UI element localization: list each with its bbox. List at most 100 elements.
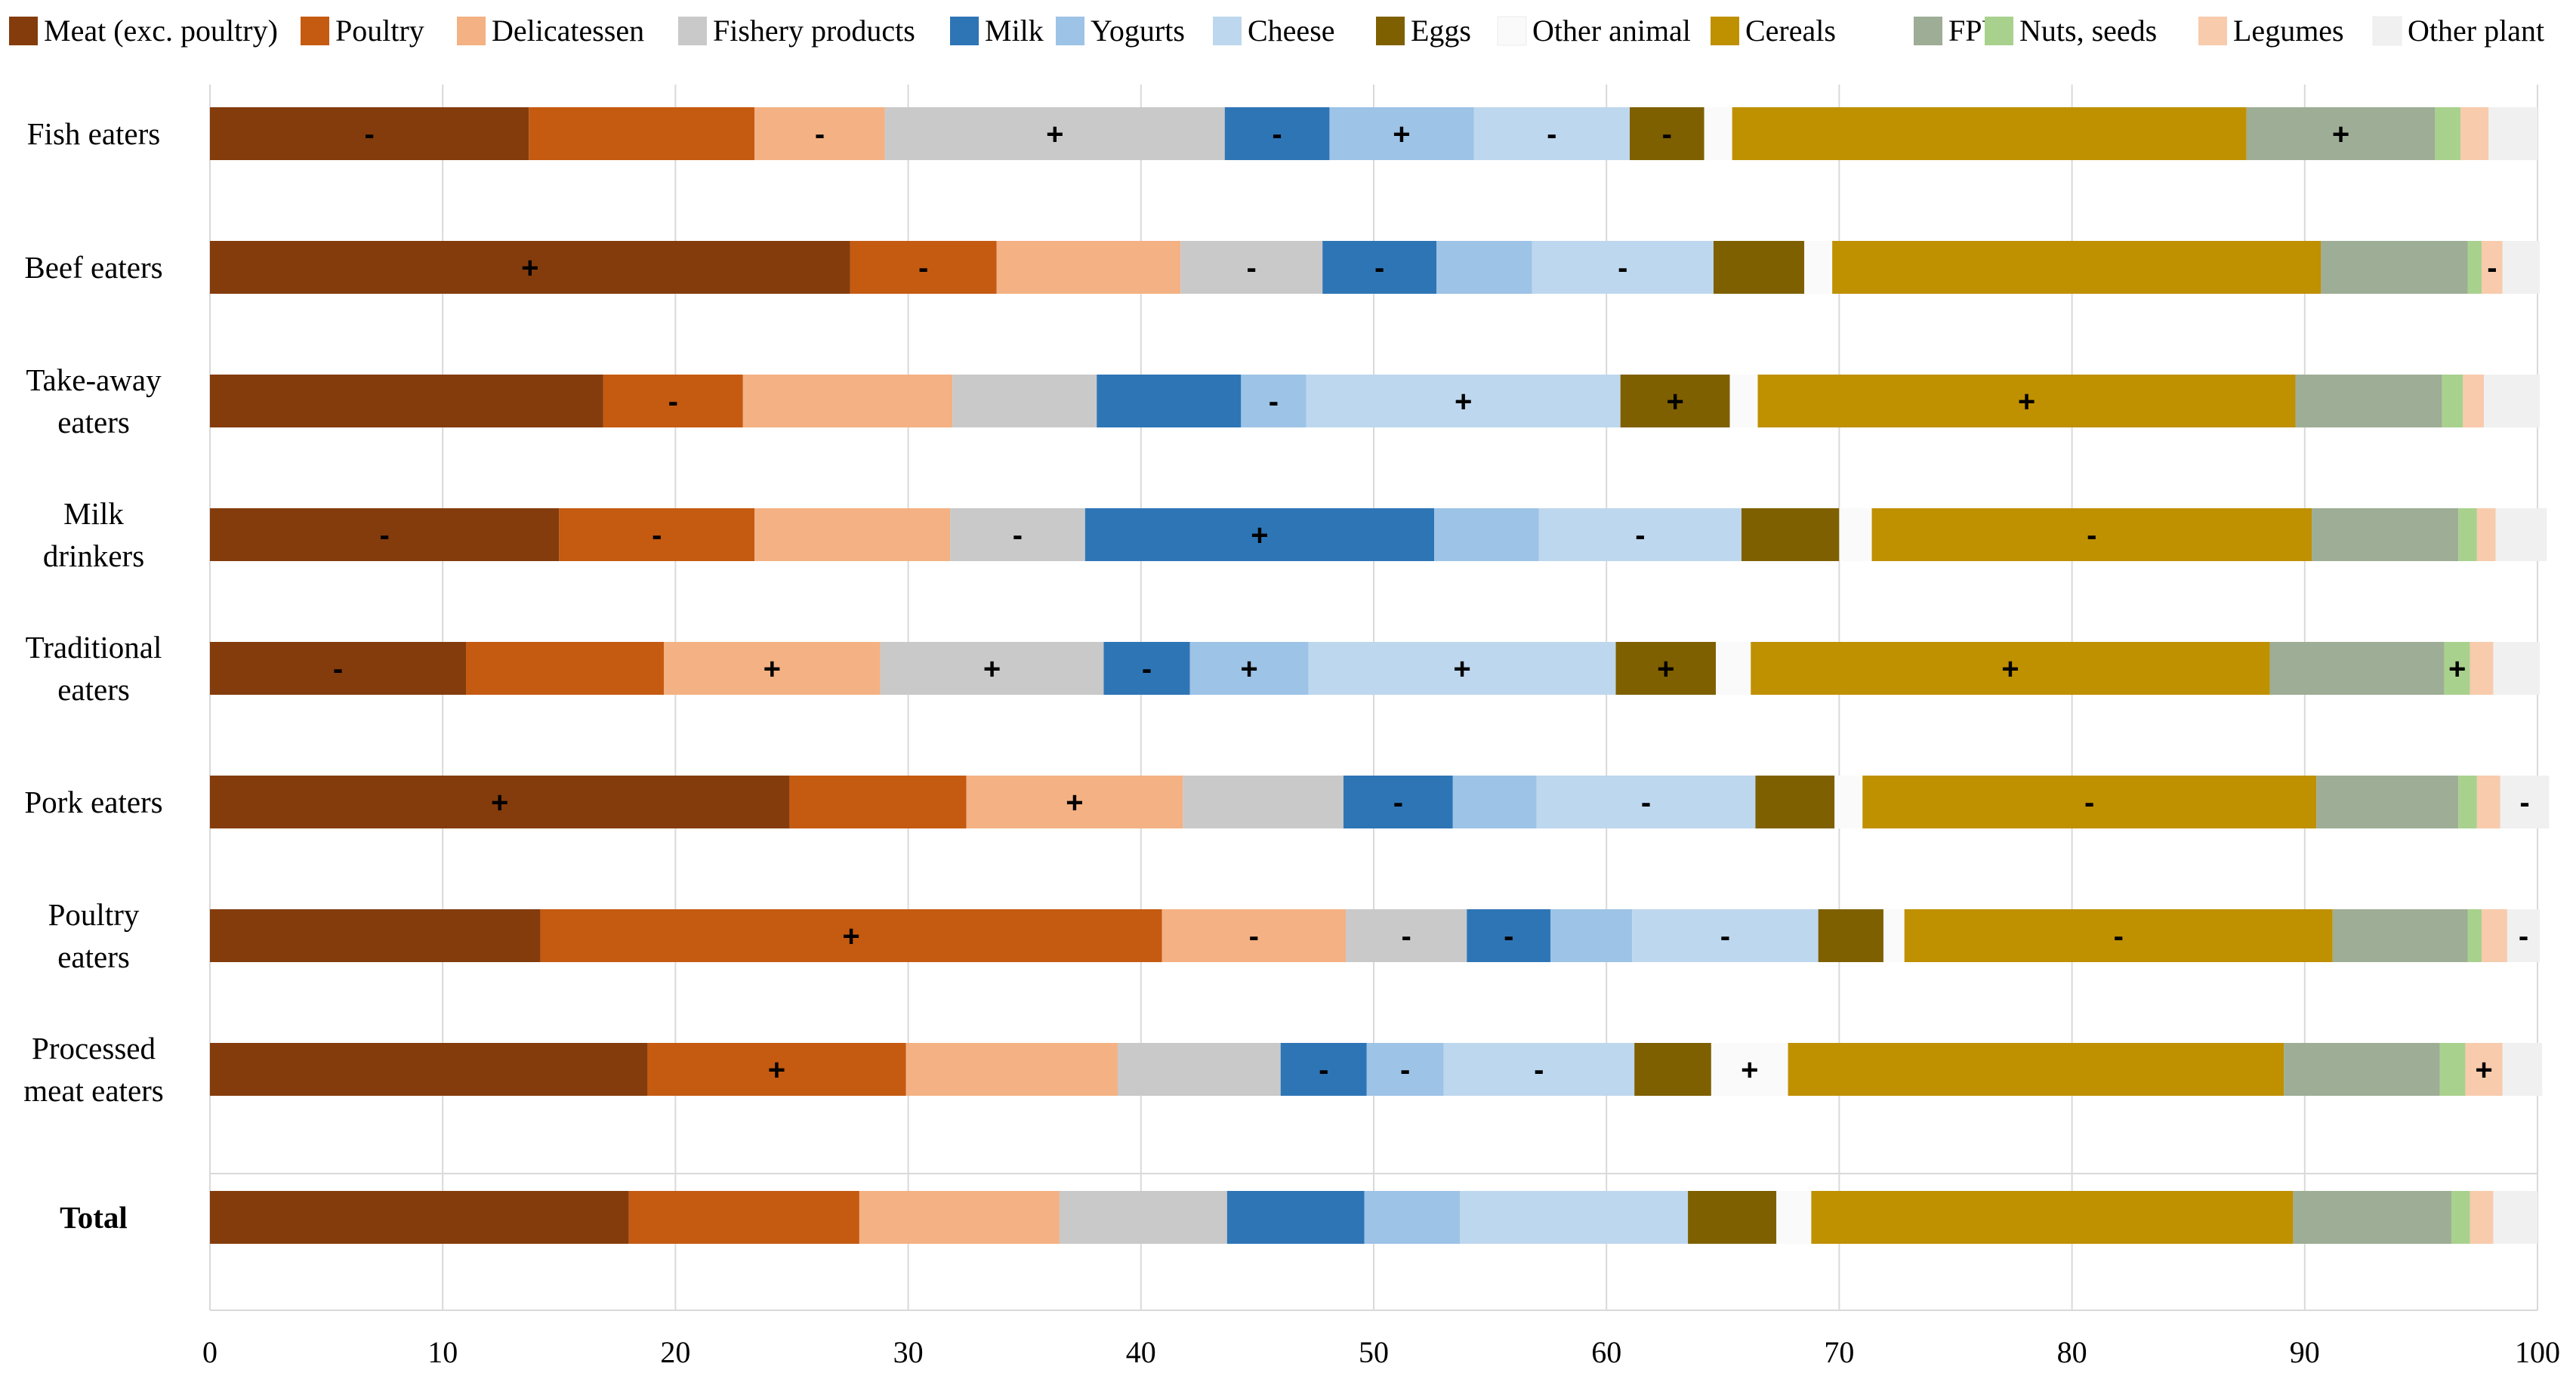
legend-label-nuts-seeds: Nuts, seeds [2019, 14, 2157, 48]
significance-mark-processed-meat-eaters-yogurts: - [1400, 1053, 1410, 1087]
significance-mark-traditional-eaters-delicatessen: + [764, 652, 781, 686]
legend-label-fishery-products: Fishery products [713, 14, 915, 48]
bar-beef-eaters-nuts-seeds [2467, 241, 2482, 294]
bar-pork-eaters-legumes [2476, 776, 2500, 828]
significance-mark-traditional-eaters-fishery-products: + [983, 652, 1001, 686]
significance-mark-pork-eaters-meat-exc-poultry: + [491, 786, 508, 819]
category-label-poultry-eaters: Poultry eaters [48, 897, 140, 974]
significance-mark-traditional-eaters-eggs: + [1657, 652, 1674, 686]
significance-marks-layer: - - + - + - - + + - - - - - - - + + + - - - + - - - + + - + + + + + + + - - - -… [333, 118, 2530, 1087]
bar-beef-eaters-cereals [1832, 241, 2321, 294]
bar-beef-eaters-eggs [1713, 241, 1805, 294]
significance-mark-milk-drinkers-cereals: - [2087, 519, 2096, 552]
significance-mark-processed-meat-eaters-cheese: - [1534, 1053, 1544, 1087]
significance-mark-processed-meat-eaters-legumes: + [2475, 1053, 2492, 1087]
bar-processed-meat-eaters-legumes [2465, 1043, 2503, 1096]
significance-mark-traditional-eaters-cereals: + [2001, 652, 2019, 686]
category-labels-layer: Fish eaters Beef eaters Take-away eaters Mil… [23, 116, 164, 1235]
significance-mark-fish-eaters-eggs: - [1662, 118, 1672, 151]
legend-item-legumes: Legumes [2198, 14, 2344, 48]
significance-mark-traditional-eaters-yogurts: + [1240, 652, 1257, 686]
bar-take-away-eaters-poultry [603, 375, 743, 427]
bar-pork-eaters-other-animal [1834, 776, 1863, 828]
bar-poultry-eaters-legumes [2482, 909, 2507, 962]
significance-mark-fish-eaters-cheese: - [1547, 118, 1556, 151]
bar-milk-drinkers-fpv [2312, 508, 2459, 561]
bar-beef-eaters-milk [1322, 241, 1437, 294]
bar-pork-eaters-nuts-seeds [2458, 776, 2477, 828]
significance-mark-beef-eaters-cheese: - [1618, 251, 1627, 285]
bar-processed-meat-eaters-fishery-products [1117, 1043, 1281, 1096]
bar-take-away-eaters-eggs [1620, 375, 1730, 427]
bar-processed-meat-eaters-poultry [647, 1043, 906, 1096]
bar-total-other-plant [2493, 1191, 2537, 1244]
legend-item-other-plant: Other plant [2372, 14, 2544, 48]
bar-milk-drinkers-cereals [1871, 508, 2312, 561]
bar-fish-eaters-nuts-seeds [2435, 107, 2461, 160]
bar-poultry-eaters-nuts-seeds [2467, 909, 2482, 962]
bar-take-away-eaters-other-plant [2484, 375, 2541, 427]
legend-item-eggs: Eggs [1376, 14, 1471, 48]
bar-beef-eaters-fishery-products [1180, 241, 1323, 294]
bar-take-away-eaters-other-animal [1729, 375, 1758, 427]
bar-traditional-eaters-meat-exc-poultry [210, 642, 467, 695]
significance-mark-fish-eaters-delicatessen: - [815, 118, 825, 151]
bar-traditional-eaters-other-animal [1716, 642, 1751, 695]
significance-mark-traditional-eaters-milk: - [1142, 652, 1152, 686]
legend-swatch-eggs [1376, 17, 1405, 45]
bar-traditional-eaters-delicatessen [663, 642, 881, 695]
significance-mark-milk-drinkers-cheese: - [1635, 519, 1645, 552]
x-tick-label-70: 70 [1824, 1335, 1854, 1369]
bar-take-away-eaters-milk [1097, 375, 1242, 427]
bar-traditional-eaters-cheese [1308, 642, 1616, 695]
category-label-fish-eaters: Fish eaters [27, 116, 161, 151]
bar-processed-meat-eaters-milk [1280, 1043, 1367, 1096]
legend-swatch-meat-exc-poultry [9, 17, 38, 45]
legend-label-other-plant: Other plant [2408, 14, 2544, 48]
x-tick-label-60: 60 [1591, 1335, 1621, 1369]
significance-mark-processed-meat-eaters-milk: - [1319, 1053, 1328, 1087]
significance-mark-poultry-eaters-fishery-products: - [1401, 920, 1411, 953]
bar-take-away-eaters-fpv [2295, 375, 2442, 427]
legend-item-poultry: Poultry [301, 14, 424, 48]
legend-swatch-other-animal [1497, 16, 1527, 46]
bar-pork-eaters-fpv [2316, 776, 2459, 828]
significance-mark-poultry-eaters-cereals: - [2114, 920, 2124, 953]
x-tick-label-100: 100 [2515, 1335, 2560, 1369]
bar-take-away-eaters-fishery-products [952, 375, 1097, 427]
bar-beef-eaters-other-animal [1804, 241, 1833, 294]
bar-fish-eaters-delicatessen [754, 107, 885, 160]
bar-total-milk [1226, 1191, 1365, 1244]
bar-poultry-eaters-eggs [1818, 909, 1883, 962]
category-label-milk-drinkers: Milk drinkers [43, 496, 144, 573]
bar-traditional-eaters-fpv [2269, 642, 2445, 695]
bar-poultry-eaters-yogurts [1550, 909, 1633, 962]
significance-mark-fish-eaters-milk: - [1272, 118, 1282, 151]
bar-beef-eaters-yogurts [1436, 241, 1532, 294]
bar-total-fpv [2293, 1191, 2451, 1244]
bar-pork-eaters-fishery-products [1183, 776, 1344, 828]
bar-total-fishery-products [1059, 1191, 1227, 1244]
bar-milk-drinkers-legumes [2476, 508, 2496, 561]
category-label-total: Total [60, 1200, 128, 1235]
bar-total-nuts-seeds [2451, 1191, 2470, 1244]
significance-mark-beef-eaters-meat-exc-poultry: + [521, 251, 538, 285]
bar-pork-eaters-poultry [789, 776, 967, 828]
bar-total-cereals [1811, 1191, 2294, 1244]
significance-mark-fish-eaters-fpv: + [2332, 118, 2349, 151]
legend-item-other-animal: Other animal [1497, 14, 1691, 48]
x-tick-label-10: 10 [427, 1335, 458, 1369]
bar-take-away-eaters-meat-exc-poultry [210, 375, 603, 427]
significance-mark-processed-meat-eaters-other-animal: + [1741, 1053, 1758, 1087]
bar-beef-eaters-fpv [2321, 241, 2468, 294]
legend-item-cheese: Cheese [1213, 14, 1335, 48]
legend-item-nuts-seeds: Nuts, seeds [1985, 14, 2157, 48]
significance-mark-poultry-eaters-delicatessen: - [1249, 920, 1259, 953]
legend-label-meat-exc-poultry: Meat (exc. poultry) [44, 14, 278, 48]
legend-swatch-delicatessen [457, 17, 486, 45]
bar-milk-drinkers-eggs [1741, 508, 1840, 561]
significance-mark-poultry-eaters-cheese: - [1720, 920, 1730, 953]
bar-pork-eaters-meat-exc-poultry [210, 776, 790, 828]
